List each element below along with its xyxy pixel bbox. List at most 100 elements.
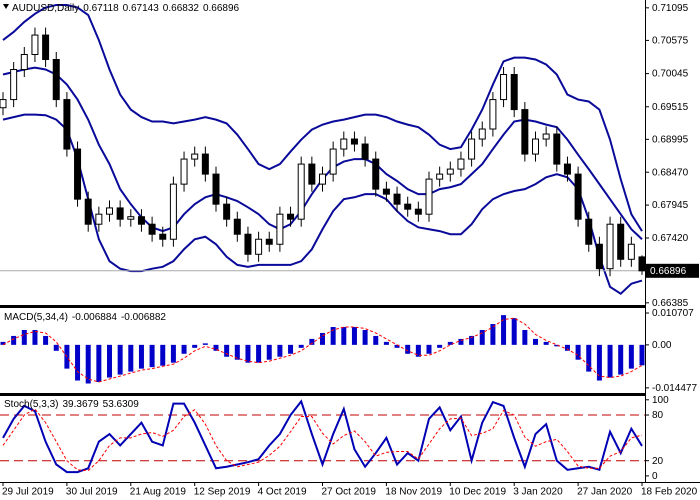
- macd-bar: [0, 341, 6, 345]
- candle-body: [84, 198, 92, 225]
- macd-bar: [96, 344, 102, 383]
- candle-body: [74, 148, 82, 200]
- candle-body: [52, 58, 60, 101]
- y-tick-label: 0.70575: [652, 36, 689, 47]
- candle-body: [446, 168, 454, 175]
- x-tick-label: 30 Jul 2019: [66, 487, 118, 498]
- macd-bar: [596, 344, 602, 381]
- candle-body: [585, 218, 593, 245]
- candle-body: [308, 163, 316, 185]
- macd-bar: [383, 341, 389, 345]
- macd-bar: [138, 344, 144, 369]
- candle-body: [63, 99, 71, 150]
- macd-bar: [351, 327, 357, 345]
- x-tick-label: 4 Oct 2019: [258, 487, 307, 498]
- macd-bar: [394, 344, 400, 348]
- bollinger-band: [2, 4, 643, 232]
- candle-body: [627, 243, 635, 260]
- candle-body: [500, 74, 508, 101]
- y-tick-label: 0.00: [652, 340, 672, 351]
- y-tick-label: 0.010707: [652, 308, 694, 319]
- macd-bar: [298, 344, 304, 348]
- macd-bar: [43, 335, 49, 345]
- signal-line: [2, 317, 643, 383]
- macd-bar: [554, 344, 560, 347]
- plot-area: 0.71095 0.70575 0.70045 0.69515 0.68995 0.684…: [0, 3, 699, 498]
- last-high: 0.67143: [123, 3, 160, 14]
- candle-body: [436, 173, 444, 180]
- macd-bar: [447, 341, 453, 345]
- candle-body: [510, 74, 518, 111]
- x-tick-label: 3 Jan 2020: [513, 487, 563, 498]
- macd-bar: [234, 344, 240, 360]
- candle-body: [329, 148, 337, 175]
- macd-bar: [575, 344, 581, 360]
- candle-body: [595, 243, 603, 270]
- macd-bar: [607, 344, 613, 378]
- macd-bar: [405, 344, 411, 354]
- macd-bar: [490, 324, 496, 345]
- candle-body: [478, 128, 486, 140]
- y-tick-label: 20: [652, 456, 664, 467]
- y-tick-label: 0.67945: [652, 200, 689, 211]
- candle-body: [265, 238, 273, 245]
- x-tick-label: 10 Dec 2019: [449, 487, 506, 498]
- candle-body: [532, 138, 539, 155]
- macd-header: MACD(5,34,4) -0.006884 -0.006882: [4, 312, 166, 323]
- macd-bar: [170, 344, 176, 363]
- macd-bar: [266, 344, 272, 360]
- candle-body: [457, 158, 465, 170]
- y-tick-label: 100: [652, 395, 669, 406]
- y-tick-label: -0.014477: [652, 383, 697, 394]
- y-tick-label: 0.68995: [652, 134, 689, 145]
- candle-body: [116, 207, 124, 220]
- macd-bar: [309, 338, 315, 345]
- candle-body: [350, 138, 358, 145]
- candle-body: [617, 223, 625, 260]
- macd-bar: [245, 344, 251, 363]
- candle-body: [319, 173, 326, 185]
- stoch-line: [2, 408, 643, 472]
- macd-bar: [511, 318, 517, 345]
- candle-body: [180, 158, 188, 185]
- candle-body: [159, 233, 167, 240]
- candle-body: [638, 256, 646, 272]
- candle-body: [542, 133, 550, 140]
- candle-body: [553, 133, 561, 165]
- candle-body: [10, 69, 18, 101]
- candle-body: [276, 213, 284, 245]
- y-tick-label: 0.69515: [652, 102, 689, 113]
- y-tick-label: 0: [652, 471, 658, 482]
- candle-body: [574, 173, 582, 220]
- candle-body: [137, 216, 145, 225]
- macd-bar: [479, 329, 485, 345]
- macd-bar: [501, 315, 507, 345]
- candle-body: [244, 233, 252, 255]
- signal-last: -0.006882: [121, 312, 166, 323]
- y-tick-label: 0.67420: [652, 233, 689, 244]
- last-close: 0.66896: [203, 3, 240, 14]
- candle-body: [212, 173, 220, 205]
- y-tick-label: 0.70045: [652, 69, 689, 80]
- macd-bar: [192, 344, 198, 348]
- macd-bar: [458, 338, 464, 345]
- macd-bar: [117, 344, 123, 375]
- macd-bar: [586, 344, 592, 372]
- candle-body: [31, 34, 39, 55]
- x-tick-label: 27 Jan 2020: [577, 487, 632, 498]
- macd-bar: [362, 329, 368, 345]
- candle-body: [191, 153, 199, 160]
- y-tick-label: 80: [652, 410, 664, 421]
- menu-icon[interactable]: [3, 4, 9, 9]
- candle-body: [106, 207, 113, 215]
- chart-header: AUDUSD,Daily 0.67118 0.67143 0.66832 0.66896: [12, 3, 240, 14]
- macd-bar: [149, 344, 155, 368]
- macd-bar: [639, 344, 645, 366]
- y-tick-label: 0.71095: [652, 3, 689, 14]
- macd-bar: [213, 344, 219, 351]
- last-price-label: 0.66896: [650, 266, 687, 277]
- candle-body: [521, 109, 529, 155]
- macd-bar: [202, 343, 208, 345]
- macd-bar: [53, 344, 59, 351]
